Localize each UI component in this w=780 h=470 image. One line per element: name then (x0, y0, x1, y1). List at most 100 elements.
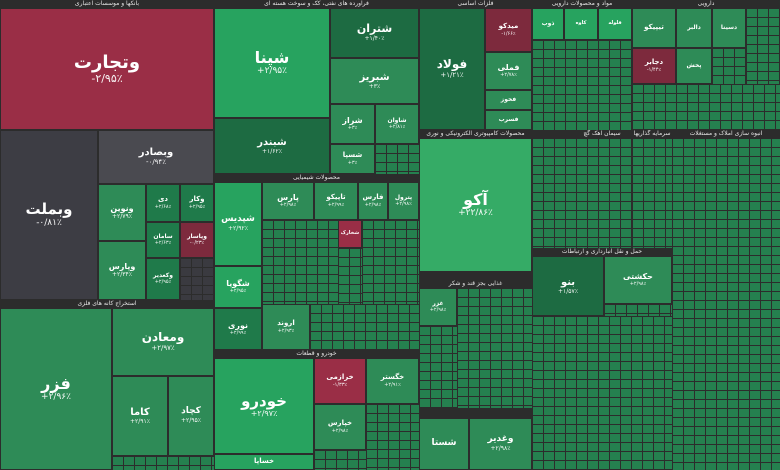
stock-vghadir[interactable]: وغدیر +۲/۹۸٪ (469, 418, 532, 470)
sector-title: محصولات شیمیایی (293, 174, 340, 181)
sector-title: سیمان آهک گچ (583, 130, 621, 137)
stock-shebandar[interactable]: شبندر +۱/۶۲٪ (214, 118, 330, 174)
stock-vpasar[interactable]: وپاسار -۰/۲۳٪ (180, 222, 214, 258)
stock-shekhark[interactable]: شخارک (338, 220, 362, 248)
stock-shapna[interactable]: شپنا +۲/۹۵٪ (214, 8, 330, 118)
sector-transport: حمل و نقل انبارداری و ارتباطات بنو +۱/۵۷… (532, 248, 672, 470)
sector-metals: فلزات اساسی فولاد +۱/۲۱٪ میدکو -۱/۶۶٪ فم… (419, 0, 532, 138)
stock-shegooya[interactable]: شگویا +۲/۹۵٪ (214, 266, 262, 308)
sector-investment: سرمایه گذاریها (632, 130, 672, 248)
stock-vparsian[interactable]: وپارس +۲/۳۴٪ (98, 241, 146, 300)
stock-khesapa[interactable]: خساپا (214, 454, 314, 470)
stock-sharaz[interactable]: شراز +۳٪ (330, 104, 375, 144)
small-tiles-grid (604, 304, 672, 316)
stock-hormoz[interactable]: فسرب (485, 110, 532, 130)
stock-arvand[interactable]: اروند +۲/۹۳٪ (262, 304, 310, 350)
sector-auto: خودرو و قطعات خودرو +۲/۹۷٪ خساپا خرازمی … (214, 350, 419, 470)
small-tiles-grid (310, 304, 419, 350)
stock-daroo[interactable]: دالبر (676, 8, 712, 48)
stock-vkar[interactable]: وکار +۲/۹۵٪ (180, 184, 214, 222)
stock-dajaber[interactable]: دجابر -۱/۴۴٪ (632, 48, 676, 84)
stock-shesepa[interactable]: شسپا +۳٪ (330, 144, 375, 174)
stock-dosina[interactable]: دسینا (712, 8, 746, 48)
stock-kachad[interactable]: کچاد +۲/۹۵٪ (168, 376, 214, 456)
stock-tipiko[interactable]: تیپیکو (632, 8, 676, 48)
sector-realestate: انبوه سازی املاک و مستغلات (672, 130, 780, 470)
stock-tapiko[interactable]: تاپیکو +۲/۹۹٪ (314, 182, 358, 220)
sector-title: خودرو و قطعات (296, 350, 337, 357)
sector-title: استخراج کانه های فلزی (77, 300, 137, 307)
stock-folazeh[interactable]: فلوله (598, 8, 632, 40)
stock-shasta[interactable]: شستا (419, 418, 469, 470)
stock-khepars[interactable]: خپارس +۲/۹۸٪ (314, 404, 366, 450)
stock-shebriz[interactable]: شبریز +۳٪ (330, 58, 419, 104)
stock-midko[interactable]: میدکو -۱/۶۶٪ (485, 8, 532, 52)
small-tiles-grid (457, 288, 532, 408)
small-tiles-grid (362, 220, 419, 304)
stock-mobarakeh[interactable]: فخوز (485, 90, 532, 110)
stock-dey[interactable]: دی +۲/۶۸٪ (146, 184, 180, 222)
stock-shavan[interactable]: شاوان +۲/۸۱٪ (375, 104, 419, 144)
small-tiles-grid (532, 316, 672, 470)
stock-vkhark[interactable]: وکغدیر +۲/۹۵٪ (146, 258, 180, 300)
stock-farz[interactable]: فزر +۲/۹۶٪ (0, 308, 112, 470)
stock-zob[interactable]: ذوب (532, 8, 564, 40)
stock-nori[interactable]: نوری +۲/۹۹٪ (214, 308, 262, 350)
small-tiles-grid (112, 456, 214, 470)
small-tiles-grid (672, 138, 780, 470)
stock-vnovin[interactable]: ونوین +۲/۷۹٪ (98, 184, 146, 241)
stock-vtejarat[interactable]: وتجارت -۲/۹۵٪ (0, 8, 214, 130)
sector-title: محصولات کامپیوتری الکترونیکی و نوری (426, 130, 525, 137)
sector-financial: بانکها و موسسات اعتباری وتجارت -۲/۹۵٪ وب… (0, 0, 214, 300)
stock-pars[interactable]: پارس +۲/۹۸٪ (262, 182, 314, 220)
stock-kharazmi[interactable]: خرازمی -۱/۳۳٪ (314, 358, 366, 404)
small-tiles-grid (262, 220, 338, 304)
stock-vmaaden[interactable]: ومعادن +۲/۹۷٪ (112, 308, 214, 376)
sector-computer: محصولات کامپیوتری الکترونیکی و نوری آکو … (419, 130, 532, 280)
sector-title: فراورده های نفتی، کک و سوخت هسته ای (264, 0, 369, 7)
stock-vbmellat[interactable]: وبملت -۰/۸۱٪ (0, 130, 98, 300)
sector-title: مواد و محصولات دارویی (551, 0, 613, 7)
sector-chemical: محصولات شیمیایی شپدیس +۲/۹۲٪ شگویا +۲/۹۵… (214, 174, 419, 350)
small-tiles-grid (314, 450, 366, 470)
sector-food: غذایی بجز قند و شکر غزر +۲/۹۸٪ شستا وغدی… (419, 280, 532, 470)
sector-refinery: فراورده های نفتی، کک و سوخت هسته ای شپنا… (214, 0, 419, 174)
sector-title: بانکها و موسسات اعتباری (74, 0, 140, 7)
stock-ghazal[interactable]: غزر +۲/۹۸٪ (419, 288, 457, 326)
small-tiles-grid (180, 258, 214, 300)
stock-foolad[interactable]: فولاد +۱/۲۱٪ (419, 8, 485, 130)
sector-title: حمل و نقل انبارداری و ارتباطات (561, 248, 643, 255)
stock-kama[interactable]: کاما +۲/۹۱٪ (112, 376, 168, 456)
stock-ako[interactable]: آکو +۲۲/۸۶٪ (419, 138, 532, 272)
sector-title: سرمایه گذاریها (633, 130, 671, 137)
sector-pharma2: دارویی تیپیکو دالبر دجابر -۱/۴۴٪ پخش دسی… (632, 0, 780, 130)
stock-saman[interactable]: سامان +۲/۶۳٪ (146, 222, 180, 258)
stock-pakhsh[interactable]: پخش (676, 48, 712, 84)
stock-pasa[interactable]: پترول +۲/۹۸٪ (388, 182, 419, 220)
stock-fars[interactable]: فارس +۲/۹۸٪ (358, 182, 388, 220)
sector-title: غذایی بجز قند و شکر (448, 280, 503, 287)
stock-khegostar[interactable]: خگستر +۲/۹۱٪ (366, 358, 419, 404)
sector-title: انبوه سازی املاک و مستغلات (689, 130, 763, 137)
small-tiles-grid (712, 48, 746, 84)
stock-shepdis[interactable]: شپدیس +۲/۹۲٪ (214, 182, 262, 266)
stock-fameli[interactable]: فملی +۲/۷۸٪ (485, 52, 532, 90)
stock-shatran[interactable]: شتران +۱/۴۰٪ (330, 8, 419, 58)
stock-hekmat[interactable]: حکشتی +۲/۹۸٪ (604, 256, 672, 304)
sector-mining: استخراج کانه های فلزی فزر +۲/۹۶٪ ومعادن … (0, 300, 214, 470)
small-tiles-grid (632, 84, 780, 130)
small-tiles-grid (632, 138, 672, 248)
stock-khodro[interactable]: خودرو +۲/۹۷٪ (214, 358, 314, 454)
small-tiles-grid (375, 144, 419, 174)
small-tiles-grid (532, 40, 632, 130)
stock-vbsader[interactable]: وبصادر -۰/۹۴٪ (98, 130, 214, 184)
stock-kaveh[interactable]: کاوه (564, 8, 598, 40)
small-tiles-grid (419, 326, 457, 408)
sector-title: دارویی (697, 0, 715, 7)
sector-pharma: مواد و محصولات دارویی ذوب کاوه فلوله (532, 0, 632, 138)
stock-bino[interactable]: بنو +۱/۵۷٪ (532, 256, 604, 316)
small-tiles-grid (746, 8, 780, 84)
small-tiles-grid (338, 248, 362, 304)
sector-title: فلزات اساسی (457, 0, 494, 7)
